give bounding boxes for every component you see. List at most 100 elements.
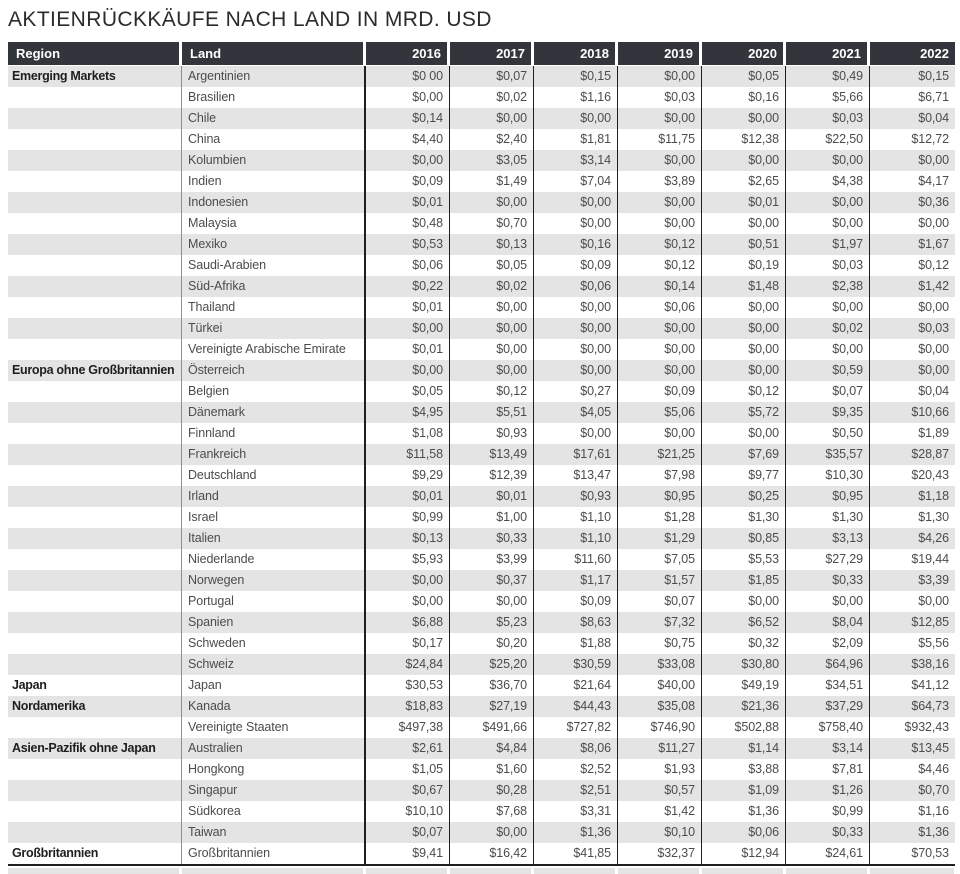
region-cell	[8, 276, 182, 297]
table-row: Japan Japan $30,53 $36,70 $21,64 $40,00 …	[8, 675, 955, 696]
value-cell: $0,06	[534, 276, 618, 297]
value-cell: $0,00	[366, 318, 450, 339]
value-cell: $1,26	[786, 780, 870, 801]
value-cell: $13,45	[870, 738, 955, 759]
value-cell: $0,05	[702, 66, 786, 87]
region-cell	[8, 570, 182, 591]
value-cell: $2,09	[786, 633, 870, 654]
value-cell: $0,09	[534, 255, 618, 276]
value-cell: $1,30	[702, 507, 786, 528]
value-cell: $0,02	[450, 276, 534, 297]
table-row: Süd-Afrika $0,22 $0,02 $0,06 $0,14 $1,48…	[8, 276, 955, 297]
value-cell: $0,00	[450, 318, 534, 339]
value-cell: $0,00	[618, 423, 702, 444]
value-cell: $3,14	[786, 738, 870, 759]
column-header-2020: 2020	[702, 42, 786, 66]
value-cell: $1,89	[870, 423, 955, 444]
value-cell: $932,43	[870, 717, 955, 738]
value-cell: $0,00	[534, 213, 618, 234]
table-row: Deutschland $9,29 $12,39 $13,47 $7,98 $9…	[8, 465, 955, 486]
partial-row-segment	[8, 868, 182, 874]
table-row: Portugal $0,00 $0,00 $0,09 $0,07 $0,00 $…	[8, 591, 955, 612]
value-cell: $6,71	[870, 87, 955, 108]
table-row: Niederlande $5,93 $3,99 $11,60 $7,05 $5,…	[8, 549, 955, 570]
land-cell: Argentinien	[182, 66, 366, 87]
value-cell: $27,29	[786, 549, 870, 570]
value-cell: $7,81	[786, 759, 870, 780]
value-cell: $0,00	[618, 339, 702, 360]
land-cell: Türkei	[182, 318, 366, 339]
land-cell: Deutschland	[182, 465, 366, 486]
land-cell: Mexiko	[182, 234, 366, 255]
table-row: Südkorea $10,10 $7,68 $3,31 $1,42 $1,36 …	[8, 801, 955, 822]
value-cell: $746,90	[618, 717, 702, 738]
value-cell: $0,37	[450, 570, 534, 591]
value-cell: $24,61	[786, 843, 870, 864]
value-cell: $35,08	[618, 696, 702, 717]
table-row: Türkei $0,00 $0,00 $0,00 $0,00 $0,00 $0,…	[8, 318, 955, 339]
table-row: Vereinigte Staaten $497,38 $491,66 $727,…	[8, 717, 955, 738]
table-row: Hongkong $1,05 $1,60 $2,52 $1,93 $3,88 $…	[8, 759, 955, 780]
value-cell: $0,00	[702, 591, 786, 612]
table-row: Frankreich $11,58 $13,49 $17,61 $21,25 $…	[8, 444, 955, 465]
partial-row-segment	[702, 868, 786, 874]
value-cell: $8,63	[534, 612, 618, 633]
region-cell	[8, 759, 182, 780]
value-cell: $0,99	[786, 801, 870, 822]
region-cell	[8, 612, 182, 633]
value-cell: $0,14	[618, 276, 702, 297]
value-cell: $13,49	[450, 444, 534, 465]
value-cell: $0,00	[450, 591, 534, 612]
value-cell: $2,38	[786, 276, 870, 297]
region-cell	[8, 339, 182, 360]
value-cell: $22,50	[786, 129, 870, 150]
region-cell	[8, 234, 182, 255]
value-cell: $28,87	[870, 444, 955, 465]
region-cell	[8, 633, 182, 654]
partial-row-segment	[366, 868, 450, 874]
table-row: Indonesien $0,01 $0,00 $0,00 $0,00 $0,01…	[8, 192, 955, 213]
value-cell: $21,36	[702, 696, 786, 717]
value-cell: $0,00	[366, 87, 450, 108]
value-cell: $16,42	[450, 843, 534, 864]
column-header-land: Land	[182, 42, 366, 66]
value-cell: $1,09	[702, 780, 786, 801]
table-row: Singapur $0,67 $0,28 $2,51 $0,57 $1,09 $…	[8, 780, 955, 801]
table-row: Chile $0,14 $0,00 $0,00 $0,00 $0,00 $0,0…	[8, 108, 955, 129]
value-cell: $3,88	[702, 759, 786, 780]
land-cell: Südkorea	[182, 801, 366, 822]
region-cell	[8, 87, 182, 108]
value-cell: $0,04	[870, 108, 955, 129]
value-cell: $0,85	[702, 528, 786, 549]
value-cell: $12,94	[702, 843, 786, 864]
value-cell: $0,00	[870, 591, 955, 612]
land-cell: Hongkong	[182, 759, 366, 780]
value-cell: $5,06	[618, 402, 702, 423]
land-cell: Saudi-Arabien	[182, 255, 366, 276]
value-cell: $0,00	[450, 192, 534, 213]
value-cell: $1,10	[534, 507, 618, 528]
land-cell: China	[182, 129, 366, 150]
value-cell: $30,80	[702, 654, 786, 675]
value-cell: $1,42	[870, 276, 955, 297]
table-row: Brasilien $0,00 $0,02 $1,16 $0,03 $0,16 …	[8, 87, 955, 108]
value-cell: $25,20	[450, 654, 534, 675]
value-cell: $0,12	[618, 234, 702, 255]
value-cell: $18,83	[366, 696, 450, 717]
value-cell: $0,00	[702, 318, 786, 339]
value-cell: $5,66	[786, 87, 870, 108]
value-cell: $12,85	[870, 612, 955, 633]
land-cell: Schweden	[182, 633, 366, 654]
value-cell: $4,05	[534, 402, 618, 423]
value-cell: $0,93	[534, 486, 618, 507]
table-row: Nordamerika Kanada $18,83 $27,19 $44,43 …	[8, 696, 955, 717]
partial-row-segment	[182, 868, 366, 874]
value-cell: $0,70	[870, 780, 955, 801]
value-cell: $0,75	[618, 633, 702, 654]
value-cell: $0,99	[366, 507, 450, 528]
value-cell: $2,40	[450, 129, 534, 150]
value-cell: $0,00	[450, 339, 534, 360]
value-cell: $0,10	[618, 822, 702, 843]
value-cell: $2,61	[366, 738, 450, 759]
partial-next-row	[8, 868, 955, 874]
